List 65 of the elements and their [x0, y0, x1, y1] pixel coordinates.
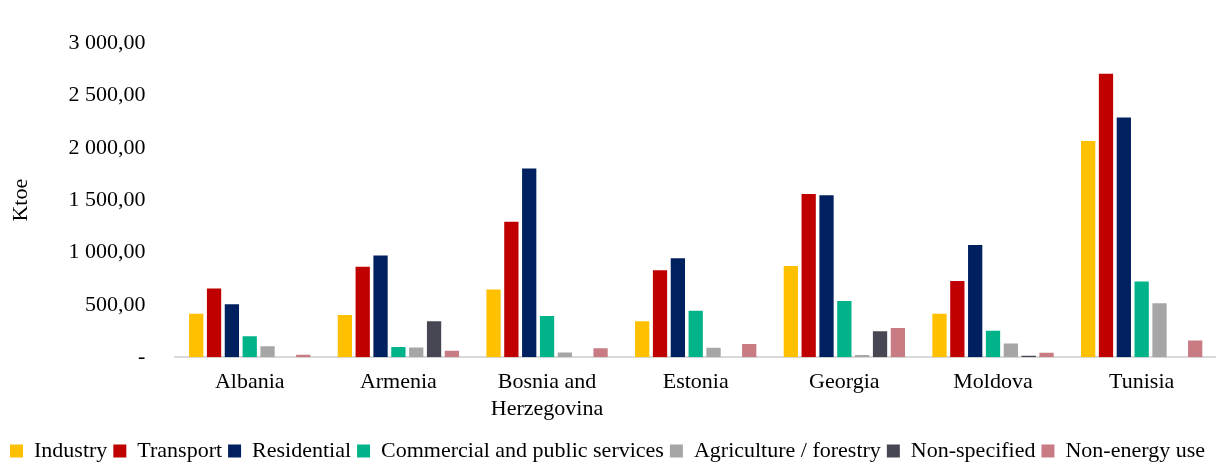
bar	[950, 281, 965, 358]
bar	[337, 315, 353, 358]
bar	[872, 331, 888, 358]
legend-label: Transport	[137, 436, 223, 462]
bar	[670, 258, 685, 358]
bar	[783, 265, 798, 358]
y-tick-label: 3 000,00	[68, 28, 146, 54]
bar	[635, 321, 650, 358]
bar	[890, 327, 906, 358]
bar	[593, 348, 608, 358]
x-tick-label: Albania	[214, 368, 285, 394]
bar	[486, 289, 501, 358]
bar	[189, 313, 204, 358]
x-tick-label: Estonia	[662, 368, 729, 394]
bar	[1188, 340, 1203, 358]
bar	[444, 350, 460, 358]
bar	[652, 270, 668, 358]
bar	[522, 168, 537, 358]
bar	[742, 344, 757, 358]
legend-label: Non-specified	[910, 436, 1036, 462]
legend-label: Commercial and public services	[381, 436, 664, 462]
bar	[391, 347, 406, 358]
bar	[242, 336, 257, 358]
bar	[819, 195, 834, 358]
y-tick-label: -	[138, 342, 146, 368]
legend-label: Residential	[252, 436, 352, 462]
bar	[1039, 352, 1054, 358]
y-tick-label: 2 000,00	[68, 133, 146, 159]
legend-label: Industry	[34, 436, 108, 462]
bar	[1003, 343, 1018, 358]
bar	[1081, 140, 1096, 358]
y-tick-label: 500,00	[84, 290, 146, 316]
bar	[1152, 303, 1167, 358]
y-tick-label: 1 000,00	[68, 238, 146, 264]
bar	[855, 355, 870, 358]
bar	[837, 300, 852, 358]
bar	[504, 221, 519, 358]
bar	[985, 330, 1001, 358]
x-tick-label: Georgia	[809, 368, 880, 394]
y-tick-label: 2 500,00	[68, 81, 146, 107]
legend-label: Non-energy use	[1065, 436, 1205, 462]
x-tick-label: Moldova	[953, 368, 1033, 394]
bar	[355, 266, 370, 358]
x-tick-label: Tunisia	[1109, 368, 1175, 394]
bar	[706, 347, 721, 358]
bar	[932, 313, 947, 358]
bar	[557, 352, 573, 358]
x-tick-label: Bosnia and Herzegovina	[490, 368, 604, 420]
bar	[968, 245, 983, 358]
bar	[373, 255, 388, 358]
y-tick-label: 1 500,00	[68, 185, 146, 211]
bar	[1116, 117, 1131, 358]
bar	[688, 310, 703, 358]
bar	[224, 304, 240, 358]
legend-label: Agriculture / forestry	[693, 436, 881, 462]
bar	[801, 193, 816, 358]
bar	[426, 321, 442, 358]
bar	[409, 347, 424, 358]
bar	[1098, 73, 1114, 358]
y-axis-title: Ktoe	[6, 178, 32, 222]
bar	[260, 346, 275, 358]
x-tick-label: Armenia	[359, 368, 438, 394]
bar	[539, 315, 555, 358]
bar	[1134, 281, 1149, 358]
bar	[206, 288, 222, 358]
